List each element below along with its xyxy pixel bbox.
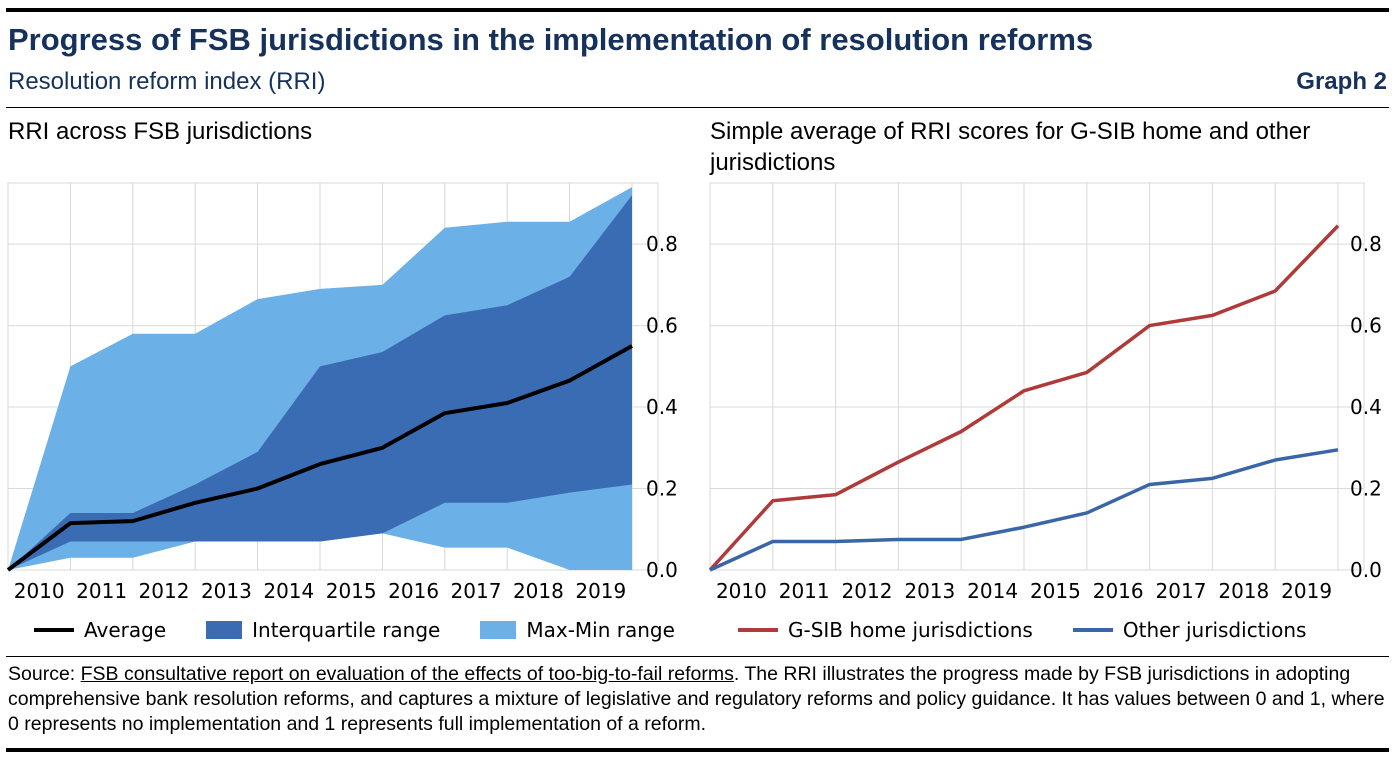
- y-tick-label: 0.6: [646, 314, 678, 338]
- x-tick-label: 2017: [451, 579, 502, 603]
- y-tick-label: 0.6: [1350, 314, 1382, 338]
- gsib-line: [708, 224, 1340, 572]
- source-rule: [6, 656, 1389, 657]
- x-tick-label: 2016: [388, 579, 439, 603]
- x-tick-label: 2011: [779, 579, 830, 603]
- legend-label-maxmin: Max-Min range: [526, 618, 675, 642]
- left-panel-title: RRI across FSB jurisdictions: [8, 118, 313, 145]
- other-line: [709, 448, 1339, 572]
- interquartile-band: [8, 195, 632, 570]
- x-tick-label: 2010: [716, 579, 767, 603]
- y-tick-label: 0.8: [1350, 232, 1382, 256]
- legend-item-average: Average: [34, 618, 166, 642]
- legend-item-gsib: G-SIB home jurisdictions: [738, 618, 1033, 642]
- y-tick-label: 0.4: [1350, 395, 1382, 419]
- page-subtitle: Resolution reform index (RRI): [8, 68, 326, 95]
- source-note: Source: FSB consultative report on evalu…: [8, 662, 1388, 737]
- x-tick-label: 2018: [1218, 579, 1269, 603]
- legend-item-other: Other jurisdictions: [1072, 618, 1307, 642]
- x-tick-label: 2015: [1030, 579, 1081, 603]
- legend-swatch-other: [1072, 628, 1113, 632]
- x-tick-label: 2016: [1093, 579, 1144, 603]
- legend-swatch-interquartile: [206, 621, 243, 639]
- legend-item-maxmin: Max-Min range: [480, 618, 675, 642]
- x-tick-label: 2012: [139, 579, 190, 603]
- right-legend: G-SIB home jurisdictions Other jurisdict…: [738, 618, 1346, 642]
- legend-label-gsib: G-SIB home jurisdictions: [788, 618, 1033, 642]
- y-tick-label: 0.0: [646, 558, 678, 582]
- graph-label: Graph 2: [1296, 68, 1387, 95]
- x-tick-label: 2019: [575, 579, 626, 603]
- x-tick-label: 2014: [263, 579, 314, 603]
- y-tick-label: 0.2: [1350, 477, 1382, 501]
- legend-item-interquartile: Interquartile range: [206, 618, 440, 642]
- x-tick-label: 2019: [1281, 579, 1332, 603]
- legend-swatch-maxmin: [480, 621, 517, 639]
- plot-frame-1: [709, 182, 1365, 571]
- legend-swatch-average: [34, 628, 74, 632]
- y-tick-label: 0.4: [646, 395, 678, 419]
- source-text: . The RRI illustrates the progress made …: [8, 663, 1385, 735]
- x-tick-label: 2012: [842, 579, 893, 603]
- x-tick-label: 2013: [904, 579, 955, 603]
- x-tick-label: 2014: [967, 579, 1018, 603]
- x-tick-label: 2018: [513, 579, 564, 603]
- left-legend: Average Interquartile range Max-Min rang…: [34, 618, 715, 642]
- legend-label-interquartile: Interquartile range: [252, 618, 441, 642]
- x-tick-label: 2017: [1156, 579, 1207, 603]
- source-link[interactable]: FSB consultative report on evaluation of…: [80, 663, 734, 685]
- x-tick-label: 2011: [76, 579, 127, 603]
- page-title: Progress of FSB jurisdictions in the imp…: [8, 22, 1094, 57]
- header-rule: [6, 107, 1389, 108]
- legend-label-average: Average: [84, 618, 167, 642]
- legend-label-other: Other jurisdictions: [1122, 618, 1307, 642]
- y-tick-label: 0.0: [1350, 558, 1382, 582]
- x-tick-label: 2015: [326, 579, 377, 603]
- legend-swatch-gsib: [738, 628, 778, 632]
- x-tick-label: 2010: [14, 579, 65, 603]
- right-panel-title: Simple average of RRI scores for G-SIB h…: [710, 118, 1311, 176]
- bottom-rule: [6, 748, 1389, 752]
- source-prefix: Source:: [8, 663, 81, 685]
- x-tick-label: 2013: [201, 579, 252, 603]
- average-line: [6, 344, 633, 572]
- y-tick-label: 0.8: [646, 232, 678, 256]
- top-rule: [6, 8, 1389, 12]
- y-tick-label: 0.2: [646, 477, 678, 501]
